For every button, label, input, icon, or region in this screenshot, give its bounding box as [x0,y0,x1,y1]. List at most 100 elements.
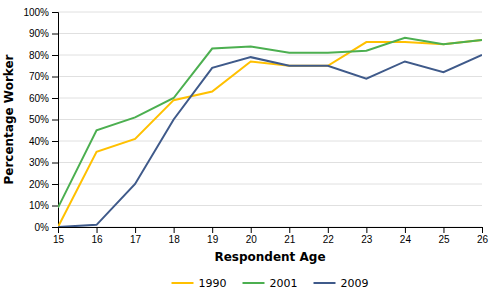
tick-label: 60% [29,93,49,104]
tick-label: 16 [91,234,103,245]
tick-label: 0% [35,222,50,233]
series-line [58,55,482,227]
tick-label: 10% [29,200,49,211]
legend: 1990 2001 2009 [172,277,369,290]
tick-mark [251,227,252,233]
tick: 80% [29,50,58,61]
series-line [58,38,482,208]
tick-label: 30% [29,157,49,168]
legend-label: 1990 [199,277,227,290]
tick-mark [52,12,58,13]
tick-mark [52,141,58,142]
grid-line [58,12,482,13]
tick: 20% [29,179,58,190]
tick-label: 20 [246,234,258,245]
tick-label: 40% [29,136,49,147]
grid-line [58,98,482,99]
grid-line [58,205,482,206]
tick: 90% [29,28,58,39]
tick-mark [52,184,58,185]
grid-line [58,33,482,34]
tick-label: 90% [29,28,49,39]
tick: 40% [29,136,58,147]
plot: 15 16 17 18 19 20 21 22 23 24 25 26 0% 10% 20% 30% 40% 50… [2,7,488,290]
tick-mark [405,227,406,233]
tick-mark [482,227,483,233]
tick-label: 23 [361,234,373,245]
grid-line [58,76,482,77]
tick-mark [174,227,175,233]
tick: 60% [29,93,58,104]
tick-mark [52,77,58,78]
tick: 17 [130,227,142,245]
tick-mark [212,227,213,233]
tick-label: 100% [23,7,49,18]
tick-label: 24 [400,234,412,245]
tick-label: 70% [29,71,49,82]
tick: 30% [29,157,58,168]
tick-label: 21 [284,234,296,245]
axis-line [59,228,483,234]
tick: 18 [169,227,181,245]
tick: 26 [477,227,489,245]
legend-item: 1990 [172,277,227,290]
tick: 24 [400,227,412,245]
tick: 10% [29,200,58,211]
chart: 15 16 17 18 19 20 21 22 23 24 25 26 0% 10% 20% 30% 40% 50… [0,0,500,299]
tick: 23 [361,227,373,245]
tick-label: 50% [29,114,49,125]
tick-label: 20% [29,179,49,190]
tick: 0% [35,222,58,233]
tick-mark [97,227,98,233]
tick-mark [443,227,444,233]
tick-mark [52,98,58,99]
tick-mark [52,120,58,121]
tick-mark [52,34,58,35]
tick-label: 26 [477,234,489,245]
tick-label: 18 [169,234,181,245]
tick: 19 [207,227,219,245]
grid-line [58,141,482,142]
tick: 70% [29,71,58,82]
tick-mark [52,163,58,164]
grid-line [58,55,482,56]
grid-line [58,184,482,185]
legend-item: 2001 [243,277,298,290]
tick: 50% [29,114,58,125]
tick-mark [52,227,58,228]
tick-mark [366,227,367,233]
legend-item: 2009 [314,277,369,290]
series-line [58,40,482,227]
tick: 16 [91,227,103,245]
tick-mark [289,227,290,233]
x-axis-title: Respondent Age [214,250,325,264]
tick: 22 [323,227,335,245]
tick: 15 [53,227,65,245]
legend-label: 2009 [341,277,369,290]
tick: 25 [438,227,450,245]
tick-label: 25 [438,234,450,245]
tick-label: 22 [323,234,335,245]
legend-swatch [243,282,265,284]
tick-mark [328,227,329,233]
tick: 21 [284,227,296,245]
grid-line [58,162,482,163]
legend-swatch [172,282,194,284]
y-axis-title: Percentage Worker [2,54,16,184]
axis-line [52,13,59,228]
y-axis: 0% 10% 20% 30% 40% 50% 60% 70% 80% 90% 100% [23,7,58,233]
tick: 100% [23,7,58,18]
tick-mark [52,206,58,207]
tick-label: 80% [29,50,49,61]
tick-label: 15 [53,234,65,245]
tick-label: 19 [207,234,219,245]
tick-mark [52,55,58,56]
legend-label: 2001 [270,277,298,290]
grid [58,12,482,227]
x-axis: 15 16 17 18 19 20 21 22 23 24 25 26 [53,227,489,245]
grid-line [58,119,482,120]
tick-label: 17 [130,234,142,245]
lines [58,38,482,227]
legend-swatch [314,282,336,284]
tick-mark [135,227,136,233]
